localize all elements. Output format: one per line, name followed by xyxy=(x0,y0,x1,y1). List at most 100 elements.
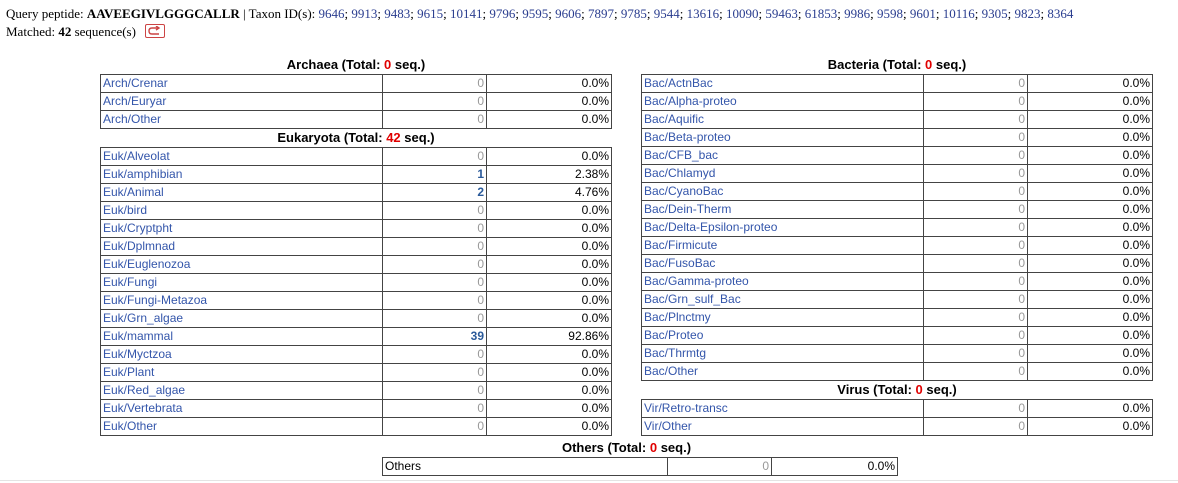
taxon-group-name[interactable]: Arch/Other xyxy=(100,110,383,129)
taxon-id-link[interactable]: 61853 xyxy=(804,6,838,21)
taxon-separator: ; xyxy=(646,6,654,21)
taxon-id-link[interactable]: 9544 xyxy=(653,6,680,21)
sequence-count: 0 xyxy=(382,417,487,436)
sequence-count: 0 xyxy=(382,110,487,129)
taxon-group-name[interactable]: Vir/Other xyxy=(641,417,924,436)
percentage: 0.0% xyxy=(486,273,612,292)
taxon-group-name[interactable]: Bac/CFB_bac xyxy=(641,146,924,165)
taxon-id-link[interactable]: 9601 xyxy=(909,6,936,21)
table-row: Euk/Animal 2 4.76% xyxy=(100,183,612,202)
percentage: 0.0% xyxy=(486,345,612,364)
sequence-count: 0 xyxy=(382,255,487,274)
taxon-group-name[interactable]: Bac/Dein-Therm xyxy=(641,200,924,219)
table-row: Bac/CyanoBac 0 0.0% xyxy=(641,182,1153,201)
taxon-group-name[interactable]: Euk/Red_algae xyxy=(100,381,383,400)
sequence-count: 0 xyxy=(382,291,487,310)
sequence-count: 0 xyxy=(923,399,1028,418)
taxon-group-name[interactable]: Euk/Alveolat xyxy=(100,147,383,166)
taxon-group-name[interactable]: Bac/Beta-proteo xyxy=(641,128,924,147)
taxon-group-name[interactable]: Bac/Delta-Epsilon-proteo xyxy=(641,218,924,237)
taxon-id-link[interactable]: 9483 xyxy=(384,6,411,21)
taxon-separator: ; xyxy=(614,6,621,21)
separator: | xyxy=(243,6,246,21)
taxon-id-link[interactable]: 9913 xyxy=(351,6,378,21)
percentage: 0.0% xyxy=(771,457,898,476)
table-row: Bac/Other 0 0.0% xyxy=(641,362,1153,381)
taxon-group-name[interactable]: Bac/Alpha-proteo xyxy=(641,92,924,111)
taxon-group-name[interactable]: Euk/Fungi-Metazoa xyxy=(100,291,383,310)
taxon-separator: ; xyxy=(377,6,385,21)
sequence-count[interactable]: 1 xyxy=(382,165,487,184)
table-row: Bac/Delta-Epsilon-proteo 0 0.0% xyxy=(641,218,1153,237)
taxon-id-link[interactable]: 9785 xyxy=(620,6,647,21)
query-header: Query peptide: AAVEEGIVLGGGCALLR | Taxon… xyxy=(6,5,1073,41)
taxon-group-name[interactable]: Arch/Euryar xyxy=(100,92,383,111)
eukaryota-title-suffix: seq.) xyxy=(404,130,435,145)
taxon-id-link[interactable]: 9823 xyxy=(1014,6,1041,21)
percentage: 0.0% xyxy=(1027,74,1153,93)
taxon-id-link[interactable]: 9598 xyxy=(877,6,904,21)
taxon-group-name[interactable]: Bac/CyanoBac xyxy=(641,182,924,201)
taxon-id-link[interactable]: 8364 xyxy=(1047,6,1074,21)
taxon-group-name[interactable]: Bac/Firmicute xyxy=(641,236,924,255)
taxon-group-name[interactable]: Euk/bird xyxy=(100,201,383,220)
taxon-group-name[interactable]: Euk/Fungi xyxy=(100,273,383,292)
taxon-group-name[interactable]: Euk/Cryptpht xyxy=(100,219,383,238)
taxon-id-link[interactable]: 7897 xyxy=(588,6,615,21)
taxon-group-name[interactable]: Euk/Plant xyxy=(100,363,383,382)
taxon-id-link[interactable]: 9796 xyxy=(489,6,516,21)
matched-count: 42 xyxy=(58,24,72,39)
percentage: 0.0% xyxy=(486,291,612,310)
taxon-group-name[interactable]: Bac/Plnctmy xyxy=(641,308,924,327)
taxon-group-name[interactable]: Bac/Aquific xyxy=(641,110,924,129)
percentage: 0.0% xyxy=(486,237,612,256)
taxon-group-name[interactable]: Bac/Thrmtg xyxy=(641,344,924,363)
taxon-id-link[interactable]: 9615 xyxy=(417,6,444,21)
taxon-id-link[interactable]: 9305 xyxy=(981,6,1008,21)
table-row: Bac/Firmicute 0 0.0% xyxy=(641,236,1153,255)
taxon-group-name[interactable]: Euk/Myctzoa xyxy=(100,345,383,364)
taxon-group-name[interactable]: Euk/Other xyxy=(100,417,383,436)
taxon-id-link[interactable]: 9986 xyxy=(844,6,871,21)
taxon-group-name[interactable]: Euk/Grn_algae xyxy=(100,309,383,328)
taxon-group-name[interactable]: Bac/Gamma-proteo xyxy=(641,272,924,291)
taxon-id-link[interactable]: 9646 xyxy=(318,6,345,21)
taxon-id-link[interactable]: 10090 xyxy=(726,6,759,21)
taxon-group-name: Others xyxy=(382,457,668,476)
table-row: Others 0 0.0% xyxy=(382,457,898,476)
taxon-id-link[interactable]: 9606 xyxy=(555,6,582,21)
sequence-count: 0 xyxy=(923,362,1028,381)
sequence-count: 0 xyxy=(923,74,1028,93)
taxon-group-name[interactable]: Arch/Crenar xyxy=(100,74,383,93)
taxon-group-name[interactable]: Bac/Other xyxy=(641,362,924,381)
taxon-id-link[interactable]: 10116 xyxy=(942,6,975,21)
taxon-group-name[interactable]: Euk/Dplmnad xyxy=(100,237,383,256)
matched-line: Matched: 42 sequence(s) xyxy=(6,23,1073,41)
taxon-label: Taxon ID(s): xyxy=(248,6,316,21)
taxon-id-link[interactable]: 9595 xyxy=(522,6,549,21)
table-row: Euk/Fungi-Metazoa 0 0.0% xyxy=(100,291,612,310)
taxon-id-link[interactable]: 13616 xyxy=(686,6,720,21)
taxon-group-name[interactable]: Bac/FusoBac xyxy=(641,254,924,273)
taxon-group-name[interactable]: Bac/Proteo xyxy=(641,326,924,345)
taxon-id-list: 9646; 9913; 9483; 9615; 10141; 9796; 959… xyxy=(319,6,1074,21)
taxon-group-name[interactable]: Bac/Chlamyd xyxy=(641,164,924,183)
taxon-id-link[interactable]: 10141 xyxy=(450,6,483,21)
sequence-count[interactable]: 2 xyxy=(382,183,487,202)
taxon-separator: ; xyxy=(443,6,451,21)
taxon-group-name[interactable]: Euk/amphibian xyxy=(100,165,383,184)
table-row: Bac/Gamma-proteo 0 0.0% xyxy=(641,272,1153,291)
percentage: 92.86% xyxy=(486,327,612,346)
taxon-id-link[interactable]: 59463 xyxy=(765,6,798,21)
taxon-group-name[interactable]: Bac/Grn_sulf_Bac xyxy=(641,290,924,309)
sequence-count: 0 xyxy=(923,110,1028,129)
taxon-group-name[interactable]: Euk/mammal xyxy=(100,327,383,346)
table-row: Euk/Euglenozoa 0 0.0% xyxy=(100,255,612,274)
taxon-group-name[interactable]: Vir/Retro-transc xyxy=(641,399,924,418)
taxon-group-name[interactable]: Euk/Euglenozoa xyxy=(100,255,383,274)
taxon-group-name[interactable]: Bac/ActnBac xyxy=(641,74,924,93)
back-button[interactable] xyxy=(145,24,166,39)
taxon-group-name[interactable]: Euk/Animal xyxy=(100,183,383,202)
taxon-group-name[interactable]: Euk/Vertebrata xyxy=(100,399,383,418)
sequence-count[interactable]: 39 xyxy=(382,327,487,346)
